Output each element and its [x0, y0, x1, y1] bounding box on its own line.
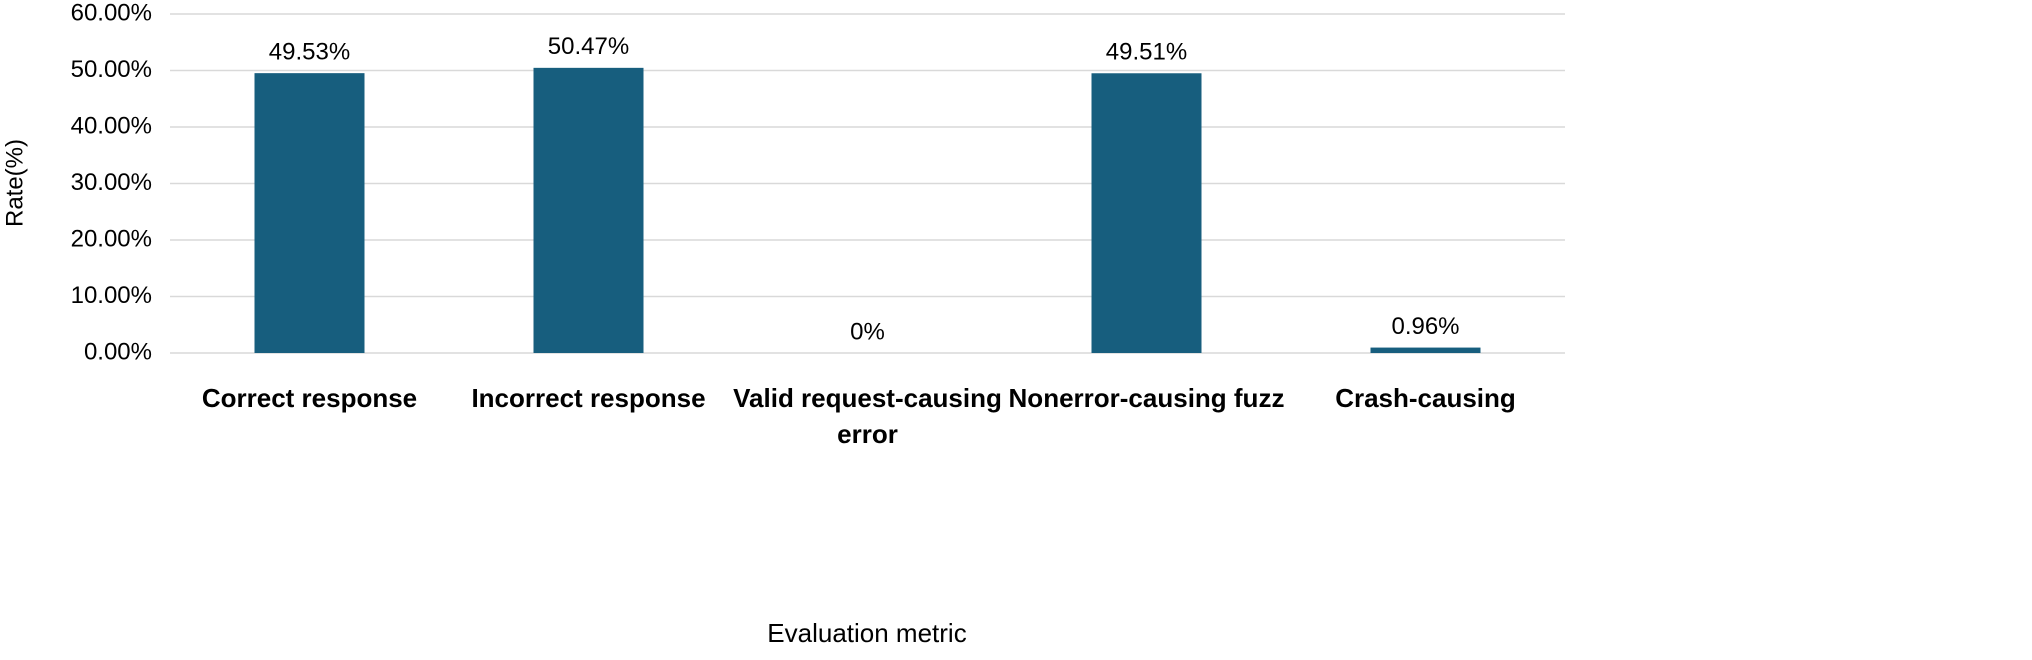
y-tick-label: 0.00%: [84, 338, 152, 365]
x-tick-label: Nonerror-causing fuzz: [1008, 383, 1285, 413]
bar: [254, 73, 365, 353]
y-tick-label: 40.00%: [71, 112, 152, 139]
x-tick-label: Valid request-causing error: [733, 383, 1002, 449]
y-tick-label: 60.00%: [71, 0, 152, 26]
y-tick-label: 20.00%: [71, 225, 152, 252]
y-tick-label: 30.00%: [71, 169, 152, 196]
x-axis-title: Evaluation metric: [767, 618, 966, 648]
bar: [1370, 347, 1481, 353]
y-axis-title: Rate(%): [1, 139, 28, 227]
data-label: 0.96%: [1391, 313, 1459, 340]
data-label: 49.53%: [269, 38, 350, 65]
y-tick-label: 50.00%: [71, 56, 152, 83]
y-tick-label: 10.00%: [71, 282, 152, 309]
data-label: 49.51%: [1106, 39, 1187, 66]
x-tick-label: Crash-causing: [1335, 383, 1516, 413]
x-tick-label: Incorrect response: [471, 383, 706, 413]
x-tick-label: Correct response: [201, 383, 418, 413]
data-label: 50.47%: [548, 33, 629, 60]
bar: [533, 67, 644, 354]
data-label: 0%: [850, 318, 885, 345]
bar: [1091, 73, 1202, 354]
